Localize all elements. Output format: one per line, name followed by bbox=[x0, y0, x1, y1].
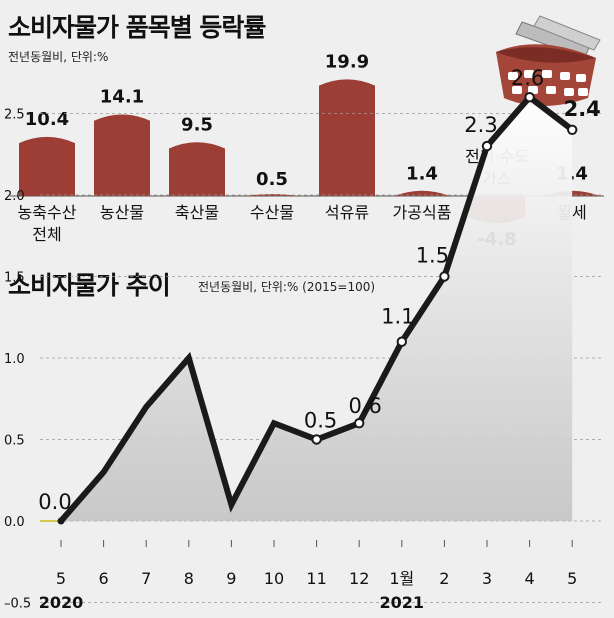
data-point bbox=[439, 271, 450, 282]
year-label: 2020 bbox=[39, 593, 84, 612]
y-tick-label: 0.5 bbox=[4, 434, 25, 449]
y-tick-label: 1.0 bbox=[4, 352, 25, 367]
bar-0 bbox=[19, 136, 75, 196]
data-point bbox=[57, 517, 65, 525]
bar-category-label: 농산물 bbox=[100, 203, 144, 222]
bar-category-label: 전체 bbox=[32, 225, 61, 244]
basket-hole bbox=[560, 72, 570, 80]
shopping-basket-icon bbox=[496, 15, 601, 106]
x-tick-label: 8 bbox=[184, 569, 194, 588]
data-point-label: 2.6 bbox=[511, 66, 544, 90]
y-tick-label: 1.5 bbox=[4, 271, 25, 286]
basket-hole bbox=[564, 88, 574, 96]
bar-4 bbox=[319, 79, 375, 196]
basket-rim bbox=[496, 47, 596, 63]
x-tick-label: 12 bbox=[349, 569, 369, 588]
y-tick-label: 2.0 bbox=[4, 189, 25, 204]
data-point-label: 2.3 bbox=[464, 113, 497, 137]
bar-category-label: 축산물 bbox=[175, 203, 219, 222]
line-area bbox=[61, 97, 573, 521]
x-tick-label: 9 bbox=[226, 569, 236, 588]
y-tick-label: 0.0 bbox=[4, 515, 25, 530]
data-point bbox=[354, 418, 365, 429]
x-tick-label: 1월 bbox=[389, 569, 414, 588]
bar-value-label: 0.5 bbox=[256, 169, 288, 190]
y-tick-label: 2.5 bbox=[4, 108, 25, 123]
data-point-label: 1.5 bbox=[416, 244, 449, 268]
data-point-label: 2.4 bbox=[564, 97, 601, 121]
bar-value-label: 14.1 bbox=[100, 87, 144, 108]
bar-value-label: 1.4 bbox=[406, 164, 438, 185]
basket-hole bbox=[546, 86, 556, 94]
line-chart-title: 소비자물가 추이 bbox=[8, 271, 171, 300]
basket-hole bbox=[578, 88, 588, 96]
data-point bbox=[481, 140, 493, 152]
x-tick-label: 10 bbox=[264, 569, 284, 588]
basket-handle bbox=[533, 15, 601, 51]
data-point bbox=[524, 92, 535, 103]
year-label: 2021 bbox=[380, 593, 425, 612]
bar-chart-unit: 전년동월비, 단위:% bbox=[8, 50, 109, 64]
x-tick-label: 6 bbox=[99, 569, 109, 588]
bar-value-label: 19.9 bbox=[325, 52, 369, 73]
basket-hole bbox=[542, 70, 552, 78]
bar-chart-title: 소비자물가 품목별 등락률 bbox=[8, 13, 266, 42]
data-point-label: 1.1 bbox=[381, 305, 414, 329]
data-point bbox=[396, 336, 407, 347]
basket-hole bbox=[508, 72, 518, 80]
basket-hole bbox=[512, 86, 522, 94]
bar-category-label: 농축수산 bbox=[18, 203, 77, 222]
y-tick-label: –0.5 bbox=[4, 597, 31, 612]
basket-hole bbox=[576, 74, 586, 82]
data-point bbox=[311, 434, 322, 445]
data-point-label: 0.0 bbox=[38, 490, 71, 514]
bar-category-label: 수산물 bbox=[250, 203, 294, 222]
x-tick-label: 5 bbox=[567, 569, 577, 588]
data-point bbox=[567, 124, 578, 136]
bar-category-label: 석유류 bbox=[325, 203, 369, 222]
bar-value-label: 9.5 bbox=[181, 115, 213, 136]
bar-2 bbox=[169, 142, 225, 196]
line-chart-unit: 전년동월비, 단위:% (2015=100) bbox=[198, 280, 376, 294]
x-tick-label: 7 bbox=[141, 569, 151, 588]
basket-hole bbox=[524, 70, 534, 78]
basket-hole bbox=[528, 86, 538, 94]
data-point-label: 0.5 bbox=[304, 409, 337, 433]
bar-3 bbox=[244, 194, 300, 196]
x-tick-label: 5 bbox=[56, 569, 66, 588]
x-tick-label: 4 bbox=[525, 569, 535, 588]
bar-category-label: 가공식품 bbox=[393, 203, 452, 222]
x-tick-label: 3 bbox=[482, 569, 492, 588]
x-tick-label: 11 bbox=[306, 569, 326, 588]
x-tick-label: 2 bbox=[439, 569, 449, 588]
bar-value-label: 10.4 bbox=[25, 109, 69, 130]
data-point-label: 0.6 bbox=[348, 394, 381, 418]
bar-1 bbox=[94, 114, 150, 196]
